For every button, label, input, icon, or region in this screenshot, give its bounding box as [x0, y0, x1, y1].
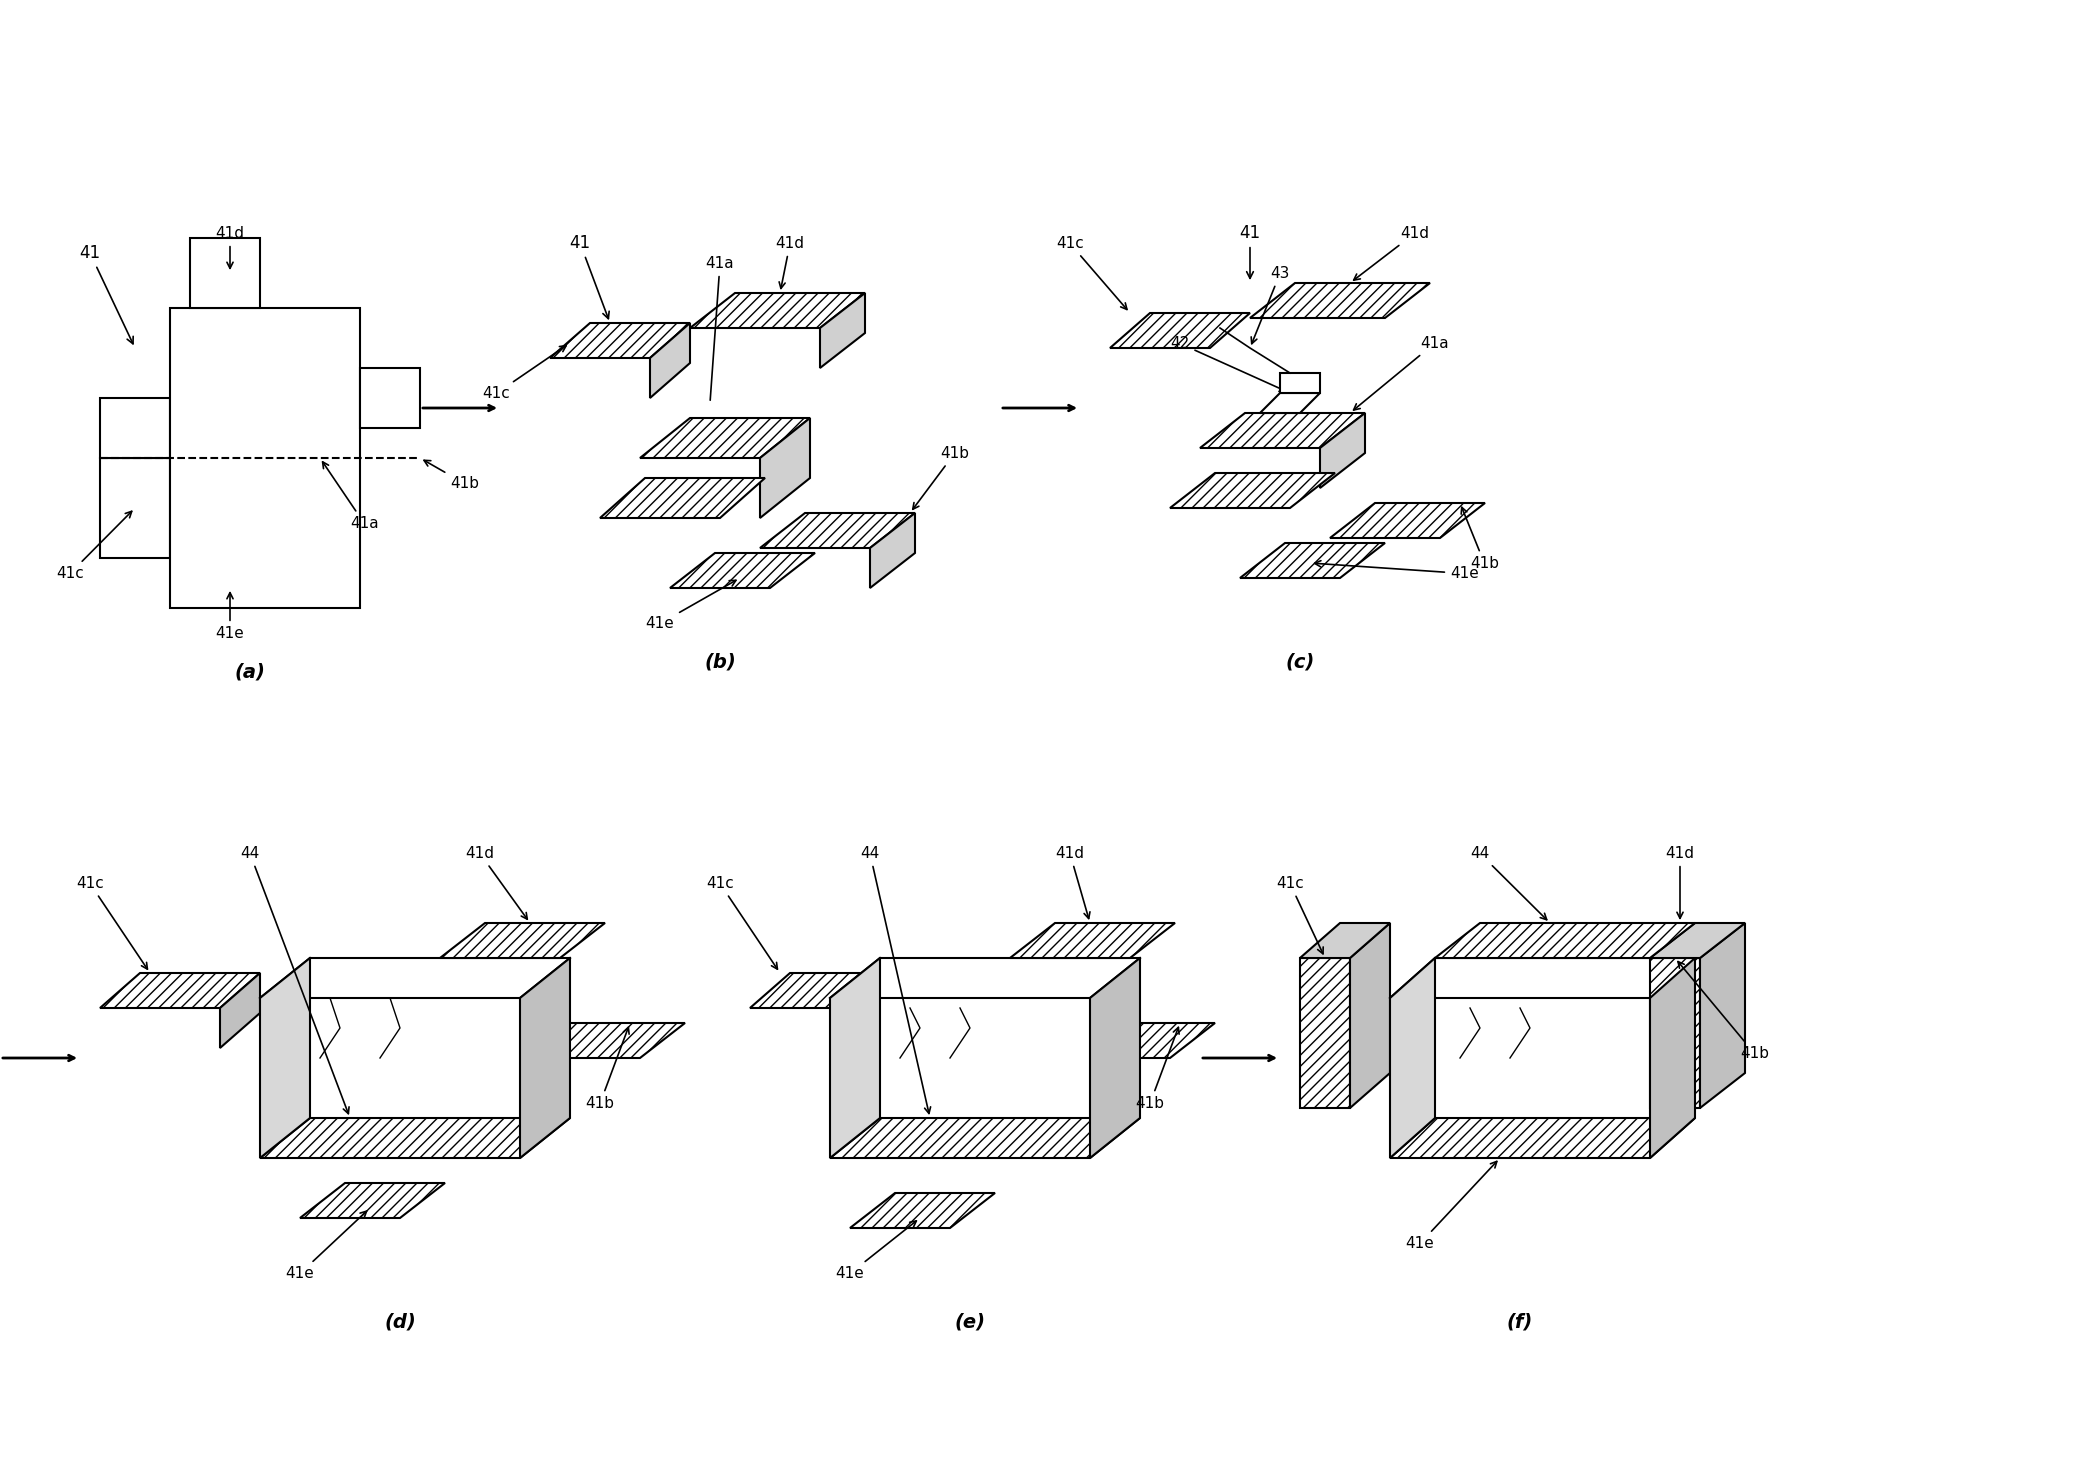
Polygon shape [1330, 503, 1486, 538]
Polygon shape [1390, 1118, 1696, 1158]
Polygon shape [849, 1193, 995, 1228]
Polygon shape [221, 972, 260, 1048]
Polygon shape [649, 324, 691, 398]
Text: 41e: 41e [216, 592, 243, 642]
Text: (d): (d) [385, 1314, 416, 1333]
Polygon shape [1090, 958, 1140, 1158]
Polygon shape [691, 293, 866, 328]
Text: 41e: 41e [837, 1220, 916, 1282]
Text: 41c: 41c [705, 876, 778, 970]
Text: 44: 44 [859, 846, 930, 1114]
Text: 44: 44 [1471, 846, 1546, 920]
Polygon shape [820, 293, 866, 367]
Text: 41b: 41b [1136, 1028, 1180, 1111]
Text: 41c: 41c [1057, 236, 1128, 309]
Polygon shape [1319, 413, 1365, 488]
Text: (f): (f) [1507, 1314, 1534, 1333]
Polygon shape [749, 972, 870, 1007]
Polygon shape [1109, 313, 1251, 348]
Text: 41: 41 [570, 233, 610, 319]
Polygon shape [1436, 923, 1696, 958]
Polygon shape [1280, 373, 1319, 394]
Polygon shape [1301, 958, 1351, 1108]
Text: 41e: 41e [645, 580, 737, 631]
Text: 41c: 41c [56, 512, 131, 580]
Text: 41d: 41d [216, 226, 243, 268]
Text: 41c: 41c [77, 876, 148, 970]
Polygon shape [1259, 394, 1319, 413]
FancyBboxPatch shape [100, 398, 171, 458]
Polygon shape [830, 958, 880, 1158]
Polygon shape [830, 1118, 1140, 1158]
Polygon shape [870, 513, 916, 588]
Text: 41: 41 [1240, 225, 1261, 278]
FancyBboxPatch shape [360, 367, 420, 429]
Polygon shape [1351, 923, 1390, 1108]
Polygon shape [1301, 923, 1390, 958]
Polygon shape [1240, 542, 1386, 577]
FancyBboxPatch shape [171, 308, 360, 608]
Text: 41a: 41a [705, 257, 735, 401]
Text: 41b: 41b [425, 461, 479, 491]
Polygon shape [300, 1182, 445, 1217]
Text: 41a: 41a [1353, 335, 1448, 410]
Polygon shape [1390, 958, 1436, 1158]
Polygon shape [1170, 472, 1336, 507]
Text: 41d: 41d [1055, 846, 1090, 919]
Polygon shape [760, 513, 916, 548]
Polygon shape [1650, 958, 1696, 1158]
Polygon shape [1251, 283, 1430, 318]
Text: (a): (a) [235, 663, 266, 682]
Text: 41b: 41b [914, 446, 970, 509]
Text: 41b: 41b [585, 1028, 628, 1111]
Polygon shape [1090, 1024, 1215, 1059]
Polygon shape [260, 958, 310, 1158]
Polygon shape [670, 553, 816, 588]
FancyBboxPatch shape [189, 238, 260, 308]
Polygon shape [1650, 923, 1746, 958]
Polygon shape [260, 1118, 570, 1158]
Text: 41c: 41c [1276, 876, 1324, 954]
Polygon shape [520, 1024, 685, 1059]
Text: 44: 44 [241, 846, 350, 1114]
FancyBboxPatch shape [100, 458, 171, 558]
Text: 42: 42 [1170, 335, 1286, 391]
Text: 41d: 41d [1353, 226, 1430, 280]
Text: 41e: 41e [285, 1212, 366, 1282]
Text: 41e: 41e [1315, 561, 1480, 580]
Text: 41d: 41d [466, 846, 526, 919]
Text: (b): (b) [703, 653, 737, 672]
Polygon shape [520, 958, 570, 1158]
Polygon shape [760, 418, 810, 518]
Polygon shape [1009, 923, 1176, 958]
Text: 43: 43 [1251, 265, 1290, 344]
Text: 41e: 41e [1405, 1162, 1496, 1251]
Text: 41c: 41c [483, 346, 566, 401]
Text: (e): (e) [955, 1314, 986, 1333]
Polygon shape [1700, 923, 1746, 1108]
Text: 41: 41 [79, 243, 133, 344]
Text: 41b: 41b [1677, 962, 1769, 1061]
Polygon shape [1650, 958, 1700, 1108]
Polygon shape [549, 324, 691, 359]
Text: 41d: 41d [776, 236, 805, 289]
Polygon shape [100, 972, 260, 1007]
Polygon shape [1201, 413, 1365, 448]
Text: 41d: 41d [1665, 846, 1694, 919]
Polygon shape [641, 418, 810, 458]
Polygon shape [599, 478, 766, 518]
Polygon shape [439, 923, 606, 958]
Text: 41b: 41b [1461, 507, 1498, 572]
Text: (c): (c) [1286, 653, 1315, 672]
Text: 41a: 41a [323, 462, 379, 531]
